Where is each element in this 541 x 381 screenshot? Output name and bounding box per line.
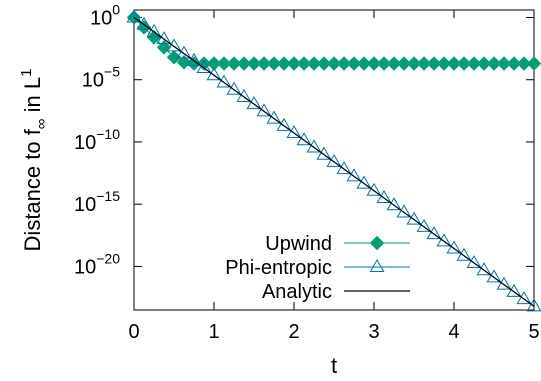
y-tick-label-base: 10: [82, 70, 104, 92]
x-tick-label: 4: [448, 321, 459, 343]
y-tick-label-exponent: −5: [104, 64, 120, 80]
data-point-diamond: [528, 57, 541, 70]
y-tick-label: 10−10: [74, 126, 120, 154]
plot-frame: [134, 10, 534, 310]
y-tick-label-exponent: −15: [96, 188, 120, 204]
legend-entry: Upwind: [265, 233, 410, 255]
y-tick-label-exponent: −20: [96, 250, 120, 266]
y-axis-label-subscript: ∞: [33, 118, 50, 129]
y-tick-label: 10−15: [74, 188, 120, 216]
y-tick-label-base: 10: [74, 194, 96, 216]
plot-area: [134, 10, 534, 310]
x-tick-label: 5: [528, 321, 539, 343]
legend-marker-triangle: [370, 260, 383, 272]
y-tick-label-base: 10: [74, 132, 96, 154]
y-axis-label-superscript: 1: [18, 69, 35, 77]
y-tick-label: 10−5: [82, 64, 120, 92]
legend-label: Upwind: [265, 233, 332, 255]
x-tick-label: 1: [208, 321, 219, 343]
y-axis-label-mid: in L: [20, 77, 45, 119]
series-layer: [127, 10, 540, 310]
y-tick-label-base: 10: [74, 256, 96, 278]
x-tick-label: 0: [128, 321, 139, 343]
y-tick-label: 10−20: [74, 250, 120, 278]
legend-marker-diamond: [371, 237, 384, 250]
y-tick-label: 100: [90, 1, 120, 29]
x-tick-label: 2: [288, 321, 299, 343]
legend-entry: Phi-entropic: [225, 257, 410, 279]
legend-label: Analytic: [262, 281, 332, 303]
y-tick-label-exponent: −10: [96, 126, 120, 142]
x-tick-label: 3: [368, 321, 379, 343]
y-tick-label-base: 10: [90, 7, 112, 29]
x-axis-label: t: [331, 353, 337, 378]
y-axis-label: Distance to f∞ in L1: [18, 69, 50, 252]
y-tick-label-exponent: 0: [112, 1, 120, 17]
legend-label: Phi-entropic: [225, 257, 332, 279]
legend-entry: Analytic: [262, 281, 410, 303]
y-axis-label-main: Distance to f: [20, 128, 45, 251]
